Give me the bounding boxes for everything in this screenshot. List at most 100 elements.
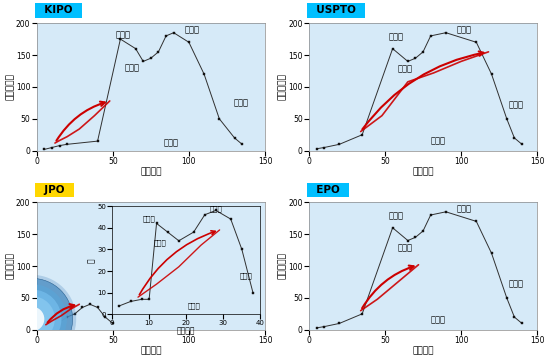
Text: 태동기: 태동기 (163, 139, 178, 148)
Text: USPTO: USPTO (309, 5, 363, 16)
Point (377, 290, 386, 296)
Point (353, 130, 362, 136)
Point (404, 79, 412, 85)
Point (106, 102, 114, 108)
Point (438, 66, 447, 72)
Point (399, 271, 408, 277)
Point (39, 324, 47, 330)
Point (490, 44, 499, 50)
Point (39, 324, 47, 330)
Point (353, 309, 362, 315)
Y-axis label: 수건점유율: 수건점유율 (278, 74, 287, 100)
Point (75, 127, 84, 133)
Point (39, 324, 47, 330)
Text: 태동기: 태동기 (431, 316, 446, 325)
Point (81, 300, 90, 306)
Point (399, 271, 408, 277)
Point (353, 130, 362, 136)
Point (353, 309, 362, 315)
Point (353, 130, 362, 136)
Text: JPO: JPO (37, 184, 72, 195)
Point (404, 79, 412, 85)
Point (63, 308, 72, 314)
Point (63, 308, 72, 314)
X-axis label: 출원인수: 출원인수 (412, 168, 434, 176)
Point (39, 324, 47, 330)
Text: 태동기: 태동기 (431, 136, 446, 145)
Point (106, 102, 114, 108)
Point (399, 271, 408, 277)
Point (419, 258, 427, 264)
Point (81, 300, 90, 306)
Point (81, 300, 90, 306)
Text: 성장기: 성장기 (508, 279, 524, 288)
Point (55, 138, 64, 143)
X-axis label: 출원인수: 출원인수 (412, 347, 434, 356)
Point (353, 130, 362, 136)
Point (377, 290, 386, 296)
Point (399, 271, 408, 277)
Point (55, 138, 64, 143)
Point (63, 308, 72, 314)
Point (353, 309, 362, 315)
Point (75, 127, 84, 133)
Point (106, 102, 114, 108)
Point (438, 66, 447, 72)
Point (39, 324, 47, 330)
Point (490, 44, 499, 50)
Point (490, 44, 499, 50)
Point (490, 44, 499, 50)
Point (438, 66, 447, 72)
X-axis label: 출원인수: 출원인수 (140, 168, 162, 176)
Point (377, 290, 386, 296)
Point (47, 317, 56, 323)
Point (75, 127, 84, 133)
Y-axis label: 수건점유율: 수건점유율 (6, 253, 14, 279)
Point (353, 309, 362, 315)
X-axis label: 출원인수: 출원인수 (140, 347, 162, 356)
Point (438, 66, 447, 72)
Point (377, 290, 386, 296)
Point (438, 66, 447, 72)
Point (399, 271, 408, 277)
Text: 쇠퇴기: 쇠퇴기 (388, 32, 403, 42)
Point (106, 102, 114, 108)
Point (353, 130, 362, 136)
Point (81, 300, 90, 306)
Point (47, 317, 56, 323)
Point (377, 290, 386, 296)
Text: KIPO: KIPO (37, 5, 79, 16)
Point (63, 308, 72, 314)
Point (63, 308, 72, 314)
Point (438, 66, 447, 72)
Text: 회복기: 회복기 (397, 244, 412, 253)
Point (490, 44, 499, 50)
Point (81, 300, 90, 306)
Point (404, 79, 412, 85)
Point (45, 143, 53, 149)
Point (45, 143, 53, 149)
Point (55, 138, 64, 143)
Point (63, 308, 72, 314)
Point (490, 44, 499, 50)
Point (106, 102, 114, 108)
Point (490, 44, 499, 50)
Point (399, 271, 408, 277)
Point (45, 143, 53, 149)
Point (353, 309, 362, 315)
Point (75, 127, 84, 133)
Point (75, 127, 84, 133)
Point (377, 290, 386, 296)
Point (404, 79, 412, 85)
Point (47, 317, 56, 323)
Point (63, 308, 72, 314)
Point (39, 324, 47, 330)
Point (75, 127, 84, 133)
Point (419, 258, 427, 264)
Point (55, 138, 64, 143)
Y-axis label: 수건점유율: 수건점유율 (278, 253, 287, 279)
Text: 성숙기: 성숙기 (456, 204, 472, 213)
Point (55, 138, 64, 143)
Point (419, 258, 427, 264)
Point (55, 138, 64, 143)
